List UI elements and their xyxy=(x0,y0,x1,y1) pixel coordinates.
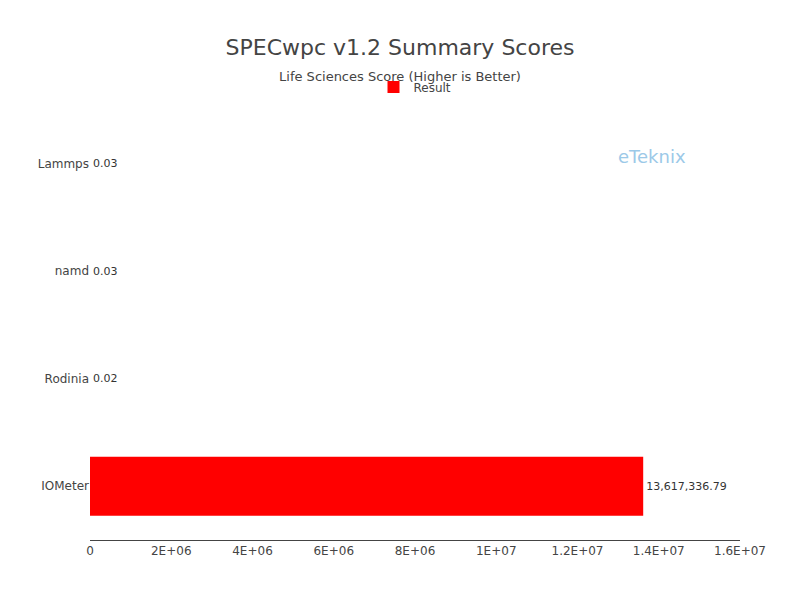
svg-text:0.02: 0.02 xyxy=(93,372,118,385)
svg-text:SPECwpc v1.2 Summary Scores: SPECwpc v1.2 Summary Scores xyxy=(226,35,575,60)
svg-text:Life Sciences Score (Higher is: Life Sciences Score (Higher is Better) xyxy=(279,69,521,84)
svg-text:namd: namd xyxy=(55,264,89,278)
svg-text:1.2E+07: 1.2E+07 xyxy=(552,544,604,558)
svg-text:eTeknix: eTeknix xyxy=(618,146,686,167)
svg-text:0: 0 xyxy=(86,544,94,558)
svg-text:1.4E+07: 1.4E+07 xyxy=(633,544,685,558)
svg-text:8E+06: 8E+06 xyxy=(395,544,436,558)
svg-text:Lammps: Lammps xyxy=(38,157,89,171)
svg-text:Result: Result xyxy=(414,81,451,95)
svg-text:IOMeter: IOMeter xyxy=(41,479,89,493)
svg-text:13,617,336.79: 13,617,336.79 xyxy=(646,480,726,493)
svg-text:4E+06: 4E+06 xyxy=(232,544,273,558)
svg-text:1.6E+07: 1.6E+07 xyxy=(714,544,766,558)
svg-text:Rodinia: Rodinia xyxy=(45,372,89,386)
svg-text:6E+06: 6E+06 xyxy=(313,544,354,558)
svg-text:1E+07: 1E+07 xyxy=(476,544,517,558)
svg-text:2E+06: 2E+06 xyxy=(151,544,192,558)
svg-text:0.03: 0.03 xyxy=(93,157,118,170)
svg-text:0.03: 0.03 xyxy=(93,265,118,278)
